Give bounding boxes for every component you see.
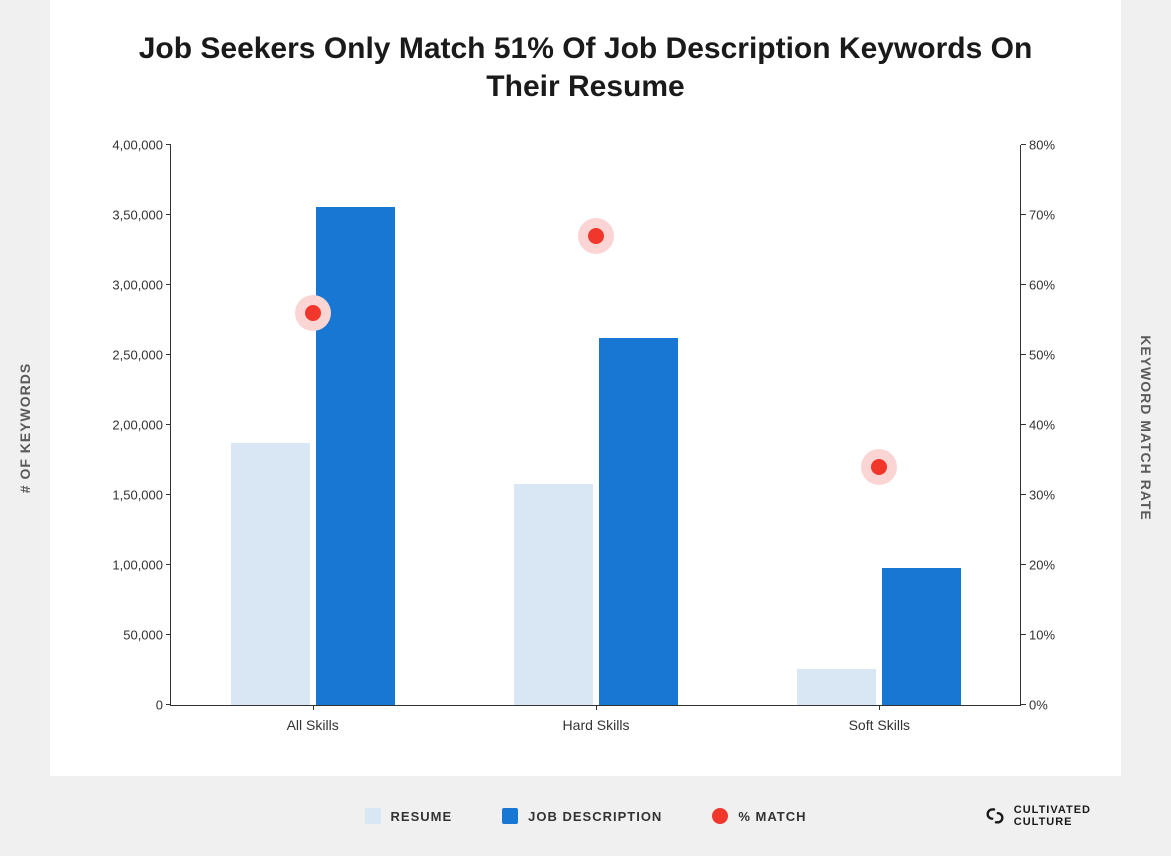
brand-link-icon <box>984 805 1006 827</box>
y-right-tick-label: 70% <box>1021 208 1055 223</box>
y-left-tick-label: 50,000 <box>123 628 171 643</box>
chart-container: # OF KEYWORDS Job Seekers Only Match 51%… <box>0 0 1171 856</box>
legend-swatch-pct-match <box>712 808 728 824</box>
legend-item-pct-match: % MATCH <box>712 808 806 824</box>
x-tick-label: Hard Skills <box>563 717 630 733</box>
y-right-tick-label: 60% <box>1021 278 1055 293</box>
chart-center: Job Seekers Only Match 51% Of Job Descri… <box>50 0 1121 856</box>
y-left-tick-label: 2,50,000 <box>112 348 171 363</box>
y-right-tick-label: 0% <box>1021 698 1048 713</box>
left-axis-strip: # OF KEYWORDS <box>0 0 50 856</box>
bar-resume <box>514 484 593 705</box>
right-axis-strip: KEYWORD MATCH RATE <box>1121 0 1171 856</box>
legend: RESUME JOB DESCRIPTION % MATCH CULTIVAT <box>50 776 1121 856</box>
bar-resume <box>797 669 876 705</box>
y-left-tick-label: 3,50,000 <box>112 208 171 223</box>
chart-area: 0 50,000 1,00,000 1,50,000 2,00,000 2,50,000 3… <box>90 135 1081 766</box>
legend-swatch-job-description <box>502 808 518 824</box>
legend-item-job-description: JOB DESCRIPTION <box>502 808 662 824</box>
y-right-tick-label: 10% <box>1021 628 1055 643</box>
y-left-tick-label: 4,00,000 <box>112 138 171 153</box>
legend-label-resume: RESUME <box>391 809 453 824</box>
x-tick-label: All Skills <box>287 717 339 733</box>
pct-match-marker-dot <box>588 228 604 244</box>
left-axis-label: # OF KEYWORDS <box>17 363 33 493</box>
y-right-tick-label: 50% <box>1021 348 1055 363</box>
legend-swatch-resume <box>365 808 381 824</box>
bar-job-description <box>316 207 395 705</box>
y-left-tick-label: 2,00,000 <box>112 418 171 433</box>
x-tick-mark <box>879 705 880 710</box>
brand: CULTIVATED CULTURE <box>984 804 1091 828</box>
x-tick-mark <box>596 705 597 710</box>
y-left-tick-label: 1,00,000 <box>112 558 171 573</box>
pct-match-marker-dot <box>871 459 887 475</box>
y-right-tick-label: 30% <box>1021 488 1055 503</box>
legend-label-job-description: JOB DESCRIPTION <box>528 809 662 824</box>
y-right-tick-label: 80% <box>1021 138 1055 153</box>
bar-job-description <box>882 568 961 705</box>
brand-text: CULTIVATED CULTURE <box>1014 804 1091 828</box>
right-axis-label: KEYWORD MATCH RATE <box>1138 335 1154 520</box>
y-right-tick-label: 40% <box>1021 418 1055 433</box>
x-tick-mark <box>313 705 314 710</box>
pct-match-marker-dot <box>305 305 321 321</box>
legend-label-pct-match: % MATCH <box>738 809 806 824</box>
y-left-tick-label: 3,00,000 <box>112 278 171 293</box>
y-left-tick-label: 1,50,000 <box>112 488 171 503</box>
y-left-tick-label: 0 <box>156 698 171 713</box>
brand-line1: CULTIVATED <box>1014 804 1091 816</box>
brand-line2: CULTURE <box>1014 816 1073 828</box>
legend-item-resume: RESUME <box>365 808 453 824</box>
plot-area: 050,0001,00,0001,50,0002,00,0002,50,0003… <box>170 145 1021 706</box>
x-tick-label: Soft Skills <box>849 717 910 733</box>
y-right-tick-label: 20% <box>1021 558 1055 573</box>
chart-title: Job Seekers Only Match 51% Of Job Descri… <box>70 30 1101 105</box>
bar-job-description <box>599 338 678 705</box>
bar-resume <box>231 443 310 705</box>
